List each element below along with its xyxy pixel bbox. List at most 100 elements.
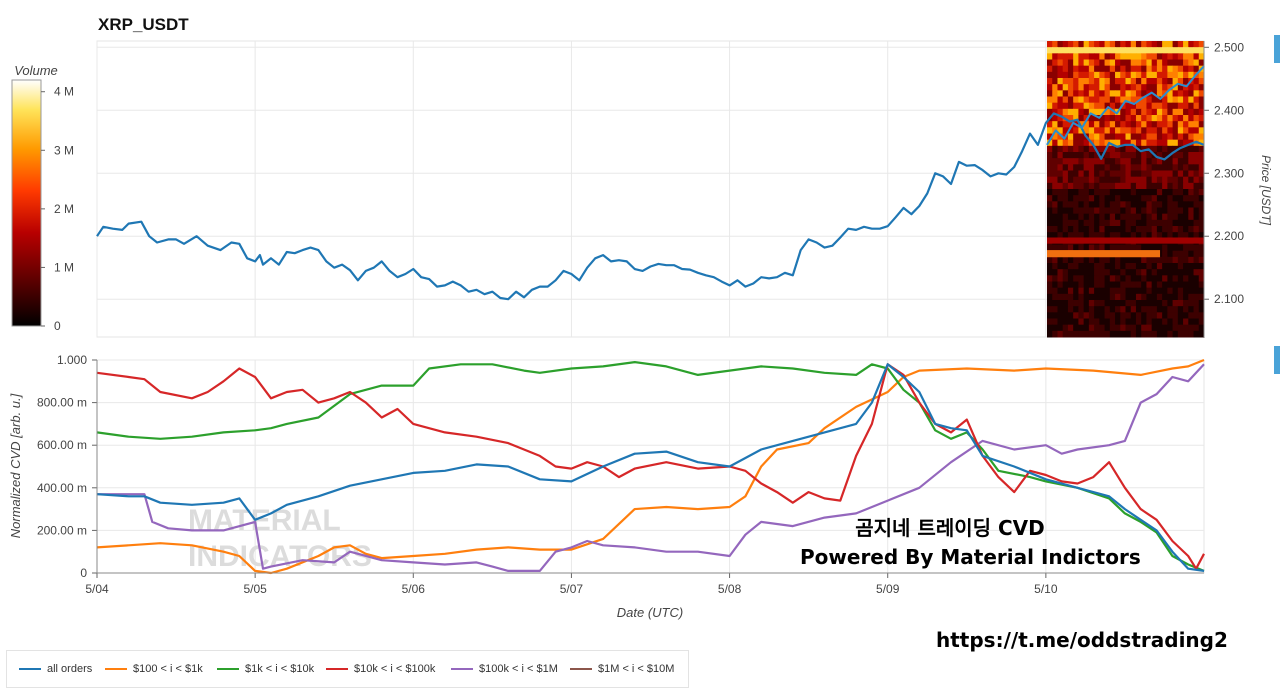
- heatmap-cell: [1177, 170, 1184, 178]
- heatmap-cell: [1067, 65, 1074, 73]
- heatmap-cell: [1115, 139, 1121, 147]
- colorbar-title: Volume: [14, 63, 58, 78]
- heatmap-cell: [1193, 176, 1200, 184]
- heatmap-cell: [1057, 90, 1064, 97]
- heatmap-cell: [1141, 41, 1147, 48]
- heatmap-cell: [1094, 281, 1100, 289]
- heatmap-cell: [1073, 306, 1079, 313]
- heatmap-cell: [1183, 287, 1189, 295]
- heatmap-cell: [1057, 244, 1064, 252]
- heatmap-cell: [1156, 201, 1163, 208]
- heatmap-cell: [1125, 139, 1132, 147]
- heatmap-cell: [1104, 182, 1111, 190]
- heatmap-cell: [1047, 145, 1053, 153]
- heatmap-cell: [1146, 244, 1153, 252]
- heatmap-cell: [1172, 256, 1179, 264]
- heatmap-cell: [1067, 312, 1074, 319]
- heatmap-cell: [1120, 324, 1126, 332]
- heatmap-cell: [1125, 53, 1132, 60]
- heatmap-cell: [1141, 219, 1147, 227]
- heatmap-cell: [1125, 207, 1132, 215]
- heatmap-cell: [1135, 102, 1142, 110]
- heatmap-cell: [1083, 189, 1090, 196]
- heatmap-cell: [1162, 41, 1168, 48]
- legend-label: $10k < i < $100k: [354, 663, 436, 675]
- heatmap-cell: [1177, 145, 1184, 153]
- heatmap-cell: [1120, 121, 1126, 128]
- heatmap-cell: [1167, 65, 1174, 73]
- heatmap-cell: [1156, 158, 1163, 165]
- heatmap-cell: [1130, 275, 1137, 282]
- heatmap-cell: [1183, 133, 1189, 141]
- heatmap-cell: [1047, 312, 1053, 319]
- modebar-edge-button[interactable]: [1274, 346, 1280, 374]
- heatmap-cell: [1104, 269, 1111, 276]
- x-axis-label: Date (UTC): [617, 605, 683, 620]
- legend-item-1m-10m[interactable]: $1M < i < $10M: [570, 663, 674, 675]
- heatmap-cell: [1156, 53, 1163, 60]
- legend-item-all-orders[interactable]: all orders: [19, 663, 92, 675]
- heatmap-cell: [1177, 53, 1184, 60]
- heatmap-cell: [1099, 127, 1106, 134]
- modebar-edge-button[interactable]: [1274, 35, 1280, 63]
- heatmap-cell: [1073, 65, 1079, 73]
- heatmap-cell: [1167, 281, 1174, 289]
- heatmap-cell: [1172, 78, 1179, 85]
- heatmap-cell: [1094, 207, 1100, 215]
- heatmap-cell: [1057, 330, 1064, 338]
- heatmap-cell: [1088, 41, 1095, 48]
- heatmap-cell: [1183, 152, 1189, 159]
- heatmap-cell: [1104, 219, 1111, 227]
- heatmap-cell: [1172, 47, 1179, 54]
- heatmap-cell: [1146, 41, 1153, 48]
- heatmap-cell: [1162, 300, 1168, 307]
- heatmap-cell: [1067, 164, 1074, 171]
- heatmap-cell: [1067, 78, 1074, 85]
- heatmap-cell: [1078, 145, 1085, 153]
- heatmap-cell: [1198, 78, 1205, 85]
- heatmap-cell: [1172, 324, 1179, 332]
- heatmap-cell: [1156, 318, 1163, 326]
- heatmap-cell: [1167, 139, 1174, 147]
- heatmap-cell: [1188, 330, 1195, 338]
- heatmap-cell: [1083, 324, 1090, 332]
- heatmap-cell: [1151, 244, 1158, 252]
- legend-item-100k-1m[interactable]: $100k < i < $1M: [451, 663, 558, 675]
- heatmap-cell: [1125, 269, 1132, 276]
- heatmap-cell: [1162, 176, 1168, 184]
- legend-item-1k-10k[interactable]: $1k < i < $10k: [217, 663, 314, 675]
- heatmap-cell: [1047, 213, 1053, 221]
- heatmap-cell: [1078, 121, 1085, 128]
- heatmap-cell: [1193, 269, 1200, 276]
- heatmap-cell: [1156, 300, 1163, 307]
- heatmap-cell: [1047, 189, 1053, 196]
- heatmap-cell: [1104, 189, 1111, 196]
- heatmap-cell: [1067, 300, 1074, 307]
- heatmap-cell: [1141, 300, 1147, 307]
- heatmap-cell: [1109, 201, 1116, 208]
- heatmap-cell: [1115, 127, 1121, 134]
- heatmap-cell: [1099, 324, 1106, 332]
- heatmap-cell: [1151, 115, 1158, 122]
- heatmap-cell: [1162, 78, 1168, 85]
- heatmap-cell: [1135, 59, 1142, 67]
- heatmap-cell: [1135, 213, 1142, 221]
- heatmap-cell: [1104, 226, 1111, 233]
- heatmap-cell: [1151, 195, 1158, 202]
- heatmap-cell: [1198, 121, 1205, 128]
- legend-item-10k-100k[interactable]: $10k < i < $100k: [326, 663, 435, 675]
- heatmap-cell: [1115, 170, 1121, 178]
- heatmap-cell: [1146, 164, 1153, 171]
- heatmap-cell: [1052, 312, 1058, 319]
- heatmap-cell: [1125, 47, 1132, 54]
- heatmap-cell: [1151, 263, 1158, 270]
- telegram-link[interactable]: https://t.me/oddstrading2: [936, 628, 1228, 652]
- heatmap-cell: [1125, 133, 1132, 141]
- heatmap-cell: [1188, 256, 1195, 264]
- price-plot-area: [96, 40, 1205, 338]
- heatmap-cell: [1073, 213, 1079, 221]
- heatmap-cell: [1167, 201, 1174, 208]
- heatmap-cell: [1167, 256, 1174, 264]
- legend-item-100-1k[interactable]: $100 < i < $1k: [105, 663, 203, 675]
